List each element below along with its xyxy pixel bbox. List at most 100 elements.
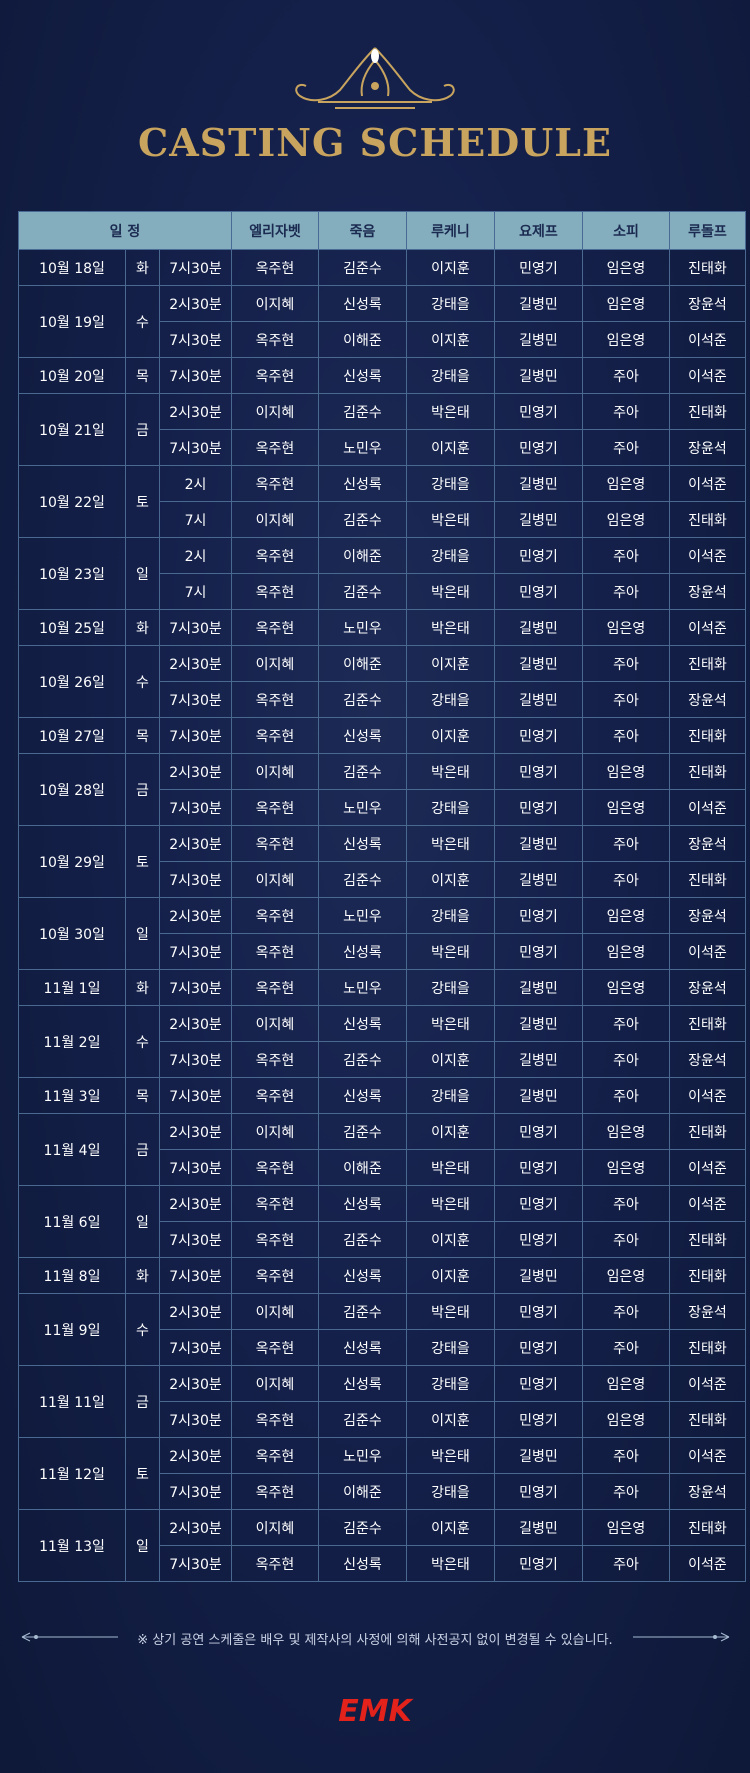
death-cell: 이해준 — [318, 1473, 407, 1510]
elisabeth-cell: 옥주현 — [231, 465, 319, 502]
table-row: 7시30분 옥주현 신성록 박은태 민영기 주아 이석준 — [19, 1545, 746, 1582]
death-cell: 김준수 — [318, 1293, 407, 1330]
date-cell: 11월 13일 — [18, 1509, 126, 1582]
time-cell: 2시30분 — [159, 393, 232, 430]
elisabeth-cell: 옥주현 — [231, 1437, 319, 1474]
table-row: 11월 12일 토 2시30분 옥주현 노민우 박은태 길병민 주아 이석준 — [18, 1437, 746, 1510]
death-cell: 김준수 — [318, 1221, 407, 1258]
time-cell: 2시 — [159, 537, 232, 574]
death-cell: 이해준 — [318, 537, 407, 574]
elisabeth-cell: 옥주현 — [231, 1149, 319, 1186]
elisabeth-cell: 옥주현 — [231, 1473, 319, 1510]
lucheni-cell: 박은태 — [406, 1437, 495, 1474]
schedule-notice: ※ 상기 공연 스케줄은 배우 및 제작사의 사정에 의해 사전공지 없이 변경… — [137, 1633, 613, 1648]
weekday-cell: 목 — [125, 717, 160, 754]
time-cell: 7시30분 — [159, 1077, 232, 1114]
time-cell: 7시30분 — [159, 1401, 232, 1438]
weekday-cell: 금 — [125, 1113, 160, 1186]
lucheni-cell: 이지훈 — [406, 249, 495, 286]
death-cell: 노민우 — [318, 969, 407, 1006]
elisabeth-cell: 옥주현 — [231, 897, 319, 934]
rudolf-cell: 진태화 — [669, 393, 746, 430]
franz-joseph-cell: 길병민 — [494, 1437, 583, 1474]
lucheni-cell: 박은태 — [406, 393, 495, 430]
lucheni-cell: 박은태 — [406, 501, 495, 538]
rudolf-cell: 이석준 — [669, 1545, 746, 1582]
franz-joseph-cell: 민영기 — [494, 1401, 583, 1438]
franz-joseph-cell: 민영기 — [494, 1365, 583, 1402]
death-cell: 김준수 — [318, 861, 407, 898]
table-row: 7시30분 옥주현 신성록 강태을 민영기 주아 진태화 — [19, 1329, 746, 1366]
elisabeth-cell: 옥주현 — [231, 1077, 319, 1114]
rudolf-cell: 진태화 — [669, 1329, 746, 1366]
time-cell: 7시30분 — [159, 357, 232, 394]
date-cell: 11월 1일 — [18, 969, 126, 1006]
lucheni-cell: 박은태 — [406, 1545, 495, 1582]
death-cell: 신성록 — [318, 465, 407, 502]
elisabeth-cell: 이지혜 — [231, 1113, 319, 1150]
weekday-cell: 일 — [125, 537, 160, 610]
table-row: 10월 26일 수 2시30분 이지혜 이해준 이지훈 길병민 주아 진태화 — [18, 645, 746, 718]
sophie-cell: 임은영 — [582, 969, 670, 1006]
time-cell: 2시30분 — [159, 1113, 232, 1150]
sophie-cell: 주아 — [582, 717, 670, 754]
sophie-cell: 주아 — [582, 1473, 670, 1510]
sophie-cell: 임은영 — [582, 753, 670, 790]
weekday-cell: 화 — [125, 969, 160, 1006]
date-cell: 10월 29일 — [18, 825, 126, 898]
table-row: 10월 18일 화 7시30분 옥주현 김준수 이지훈 민영기 임은영 진태화 — [18, 249, 746, 286]
weekday-cell: 목 — [125, 1077, 160, 1114]
time-cell: 7시30분 — [159, 717, 232, 754]
lucheni-cell: 이지훈 — [406, 1401, 495, 1438]
table-row: 7시 이지혜 김준수 박은태 길병민 임은영 진태화 — [19, 501, 746, 538]
table-row: 10월 27일 목 7시30분 옥주현 신성록 이지훈 민영기 주아 진태화 — [18, 717, 746, 754]
table-row: 7시30분 옥주현 노민우 이지훈 민영기 주아 장윤석 — [19, 429, 746, 466]
time-cell: 7시30분 — [159, 1545, 232, 1582]
rudolf-cell: 장윤석 — [669, 1293, 746, 1330]
time-cell: 7시30분 — [159, 1221, 232, 1258]
time-cell: 2시30분 — [159, 753, 232, 790]
rudolf-cell: 진태화 — [669, 1509, 746, 1546]
franz-joseph-cell: 길병민 — [494, 1041, 583, 1078]
header-franz-joseph: 요제프 — [494, 211, 583, 250]
death-cell: 김준수 — [318, 573, 407, 610]
lucheni-cell: 강태을 — [406, 1473, 495, 1510]
rudolf-cell: 이석준 — [669, 357, 746, 394]
time-cell: 7시30분 — [159, 1041, 232, 1078]
time-cell: 2시30분 — [159, 1437, 232, 1474]
franz-joseph-cell: 민영기 — [494, 429, 583, 466]
franz-joseph-cell: 길병민 — [494, 357, 583, 394]
death-cell: 신성록 — [318, 285, 407, 322]
casting-table: 일 정 엘리자벳 죽음 루케니 요제프 소피 루돌프 10월 18일 화 7시30분… — [18, 211, 746, 1582]
weekday-cell: 금 — [125, 753, 160, 826]
header-lucheni: 루케니 — [406, 211, 495, 250]
lucheni-cell: 강태을 — [406, 681, 495, 718]
sophie-cell: 주아 — [582, 1185, 670, 1222]
death-cell: 김준수 — [318, 249, 407, 286]
rudolf-cell: 진태화 — [669, 1005, 746, 1042]
header-elisabeth: 엘리자벳 — [231, 211, 319, 250]
lucheni-cell: 이지훈 — [406, 861, 495, 898]
sophie-cell: 주아 — [582, 1329, 670, 1366]
date-cell: 10월 23일 — [18, 537, 126, 610]
elisabeth-cell: 이지혜 — [231, 861, 319, 898]
time-cell: 2시 — [159, 465, 232, 502]
time-cell: 7시30분 — [159, 1329, 232, 1366]
elisabeth-cell: 옥주현 — [231, 609, 319, 646]
elisabeth-cell: 옥주현 — [231, 1545, 319, 1582]
franz-joseph-cell: 민영기 — [494, 1149, 583, 1186]
lucheni-cell: 이지훈 — [406, 717, 495, 754]
elisabeth-cell: 옥주현 — [231, 717, 319, 754]
date-cell: 11월 12일 — [18, 1437, 126, 1510]
rudolf-cell: 진태화 — [669, 645, 746, 682]
elisabeth-cell: 이지혜 — [231, 753, 319, 790]
weekday-cell: 목 — [125, 357, 160, 394]
franz-joseph-cell: 민영기 — [494, 1113, 583, 1150]
lucheni-cell: 이지훈 — [406, 429, 495, 466]
rudolf-cell: 진태화 — [669, 717, 746, 754]
time-cell: 7시30분 — [159, 933, 232, 970]
time-cell: 2시30분 — [159, 1185, 232, 1222]
table-row: 7시30분 옥주현 신성록 박은태 민영기 임은영 이석준 — [19, 933, 746, 970]
time-cell: 2시30분 — [159, 1005, 232, 1042]
death-cell: 노민우 — [318, 789, 407, 826]
